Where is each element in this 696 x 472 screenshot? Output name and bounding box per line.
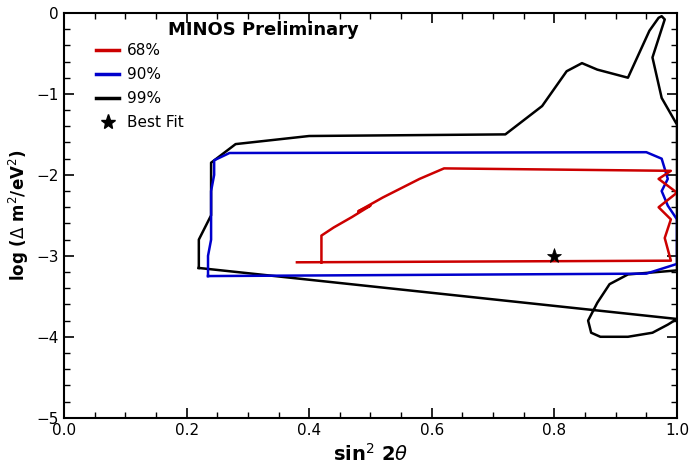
Text: MINOS Preliminary: MINOS Preliminary <box>168 21 359 39</box>
Y-axis label: log ($\Delta$ m$^2$/eV$^2$): log ($\Delta$ m$^2$/eV$^2$) <box>7 150 31 281</box>
Legend: 68%, 90%, 99%, Best Fit: 68%, 90%, 99%, Best Fit <box>90 37 189 136</box>
X-axis label: sin$^2$ 2$\theta$: sin$^2$ 2$\theta$ <box>333 443 409 465</box>
